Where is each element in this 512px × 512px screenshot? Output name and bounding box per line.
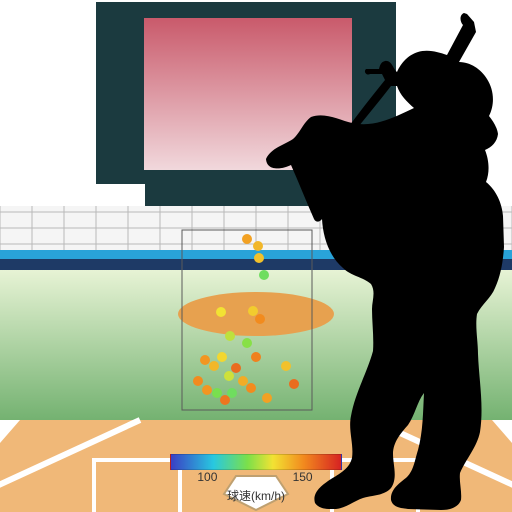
pitch-marker	[216, 307, 226, 317]
pitch-marker	[248, 306, 258, 316]
scene-svg	[0, 0, 512, 512]
pitch-marker	[259, 270, 269, 280]
pitch-marker	[251, 352, 261, 362]
pitch-marker	[225, 331, 235, 341]
pitch-marker	[254, 253, 264, 263]
pitch-marker	[255, 314, 265, 324]
pitch-marker	[253, 241, 263, 251]
legend-tick: 150	[293, 470, 313, 484]
pitch-marker	[202, 385, 212, 395]
legend-label: 球速(km/h)	[170, 487, 342, 504]
legend-bar	[170, 454, 342, 470]
color-legend: 100 150 球速(km/h)	[170, 454, 342, 504]
pitch-marker	[281, 361, 291, 371]
legend-ticks: 100 150	[170, 470, 340, 486]
pitch-location-chart: 100 150 球速(km/h)	[0, 0, 512, 512]
pitch-marker	[242, 338, 252, 348]
pitch-marker	[242, 234, 252, 244]
pitch-marker	[231, 363, 241, 373]
pitch-marker	[217, 352, 227, 362]
pitch-marker	[224, 371, 234, 381]
pitch-marker	[246, 383, 256, 393]
pitch-marker	[262, 393, 272, 403]
pitch-marker	[289, 379, 299, 389]
pitch-marker	[212, 388, 222, 398]
pitch-marker	[238, 376, 248, 386]
pitch-marker	[227, 388, 237, 398]
pitch-marker	[200, 355, 210, 365]
legend-tick: 100	[197, 470, 217, 484]
pitch-marker	[209, 361, 219, 371]
pitch-marker	[193, 376, 203, 386]
